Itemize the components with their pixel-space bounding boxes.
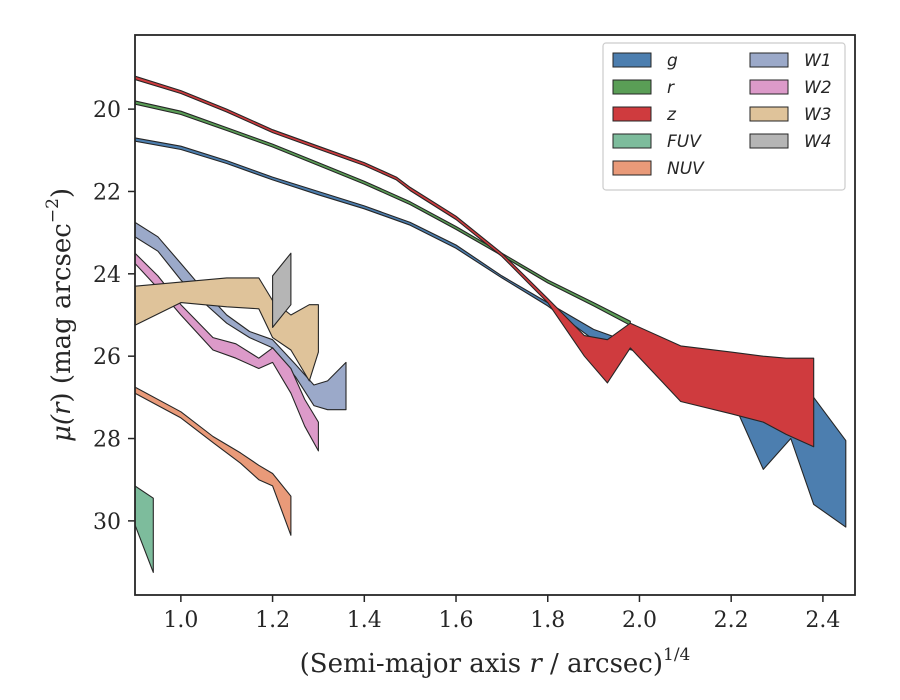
legend-swatch [749, 133, 789, 149]
y-axis-label-close: ) [47, 188, 77, 198]
x-tick-label: 2.4 [805, 608, 840, 633]
legend-label: W4 [804, 132, 832, 152]
x-tick-label: 1.8 [530, 608, 565, 633]
legend-label: W1 [804, 51, 832, 71]
series-layer [135, 75, 847, 573]
legend-entry-z: z [612, 105, 677, 125]
x-axis-label-sup: 1/4 [663, 645, 690, 665]
legend-label: W3 [804, 105, 832, 125]
y-tick-label: 26 [93, 345, 121, 370]
y-tick-label: 22 [93, 180, 121, 205]
legend-entry-w3: W3 [749, 105, 832, 125]
legend-entry-nuv: NUV [612, 159, 705, 179]
series-band-fuv [135, 485, 154, 573]
x-tick-label: 1.2 [255, 608, 290, 633]
x-axis-label-tail: / arcsec) [542, 649, 663, 679]
legend-entry-g: g [612, 51, 678, 71]
y-tick-label: 20 [93, 98, 121, 123]
series-band-z [135, 75, 815, 448]
series-band-g [135, 137, 847, 528]
legend-label: z [666, 105, 677, 125]
series-band-w2 [135, 252, 319, 452]
legend-label: g [667, 51, 678, 71]
legend-entry-fuv: FUV [612, 132, 702, 152]
y-axis: 20 22 24 26 28 30 [93, 98, 135, 535]
x-tick-label: 1.6 [439, 608, 474, 633]
legend-entry-w4: W4 [749, 132, 832, 152]
y-axis-label-sup: −2 [43, 198, 63, 223]
legend-swatch [612, 160, 652, 176]
x-tick-label: 2.0 [622, 608, 657, 633]
y-axis-label-var: r [47, 401, 77, 415]
y-tick-label: 30 [93, 510, 121, 535]
plot-frame [134, 34, 856, 596]
legend-entry-w1: W1 [749, 51, 832, 71]
y-tick-label: 28 [93, 428, 121, 453]
legend-label: W2 [804, 78, 832, 98]
x-tick-label: 1.4 [347, 608, 382, 633]
legend-swatch [612, 133, 652, 149]
x-axis: 1.0 1.2 1.4 1.6 1.8 2.0 2.2 2.4 [163, 595, 840, 633]
legend-swatch [612, 52, 652, 68]
legend-label: r [667, 78, 675, 98]
legend-entry-r: r [612, 78, 675, 98]
y-axis-label-tail: ) (mag arcsec [47, 223, 77, 402]
series-band-nuv [135, 386, 292, 536]
y-axis-label: μ(r) (mag arcsec−2) [43, 188, 77, 442]
y-axis-label-mu: μ( [47, 414, 77, 442]
legend-swatch [612, 106, 652, 122]
x-tick-label: 1.0 [163, 608, 198, 633]
legend-swatch [612, 79, 652, 95]
x-axis-label: (Semi-major axis r / arcsec)1/4 [300, 645, 691, 679]
legend-label: FUV [667, 132, 702, 152]
legend-label: NUV [667, 159, 705, 179]
x-tick-label: 2.2 [714, 608, 749, 633]
legend-swatch [749, 106, 789, 122]
legend-swatch [749, 52, 789, 68]
legend: grz FUV NUV W1 W2 W3 W4 [602, 42, 846, 191]
x-axis-label-main: (Semi-major axis [300, 649, 530, 679]
legend-entry-w2: W2 [749, 78, 832, 98]
y-tick-label: 24 [93, 263, 121, 288]
legend-swatch [749, 79, 789, 95]
x-axis-label-var: r [529, 649, 543, 679]
series-band-w4 [272, 252, 292, 328]
legend-entries: grz FUV NUV W1 W2 W3 W4 [612, 51, 832, 179]
